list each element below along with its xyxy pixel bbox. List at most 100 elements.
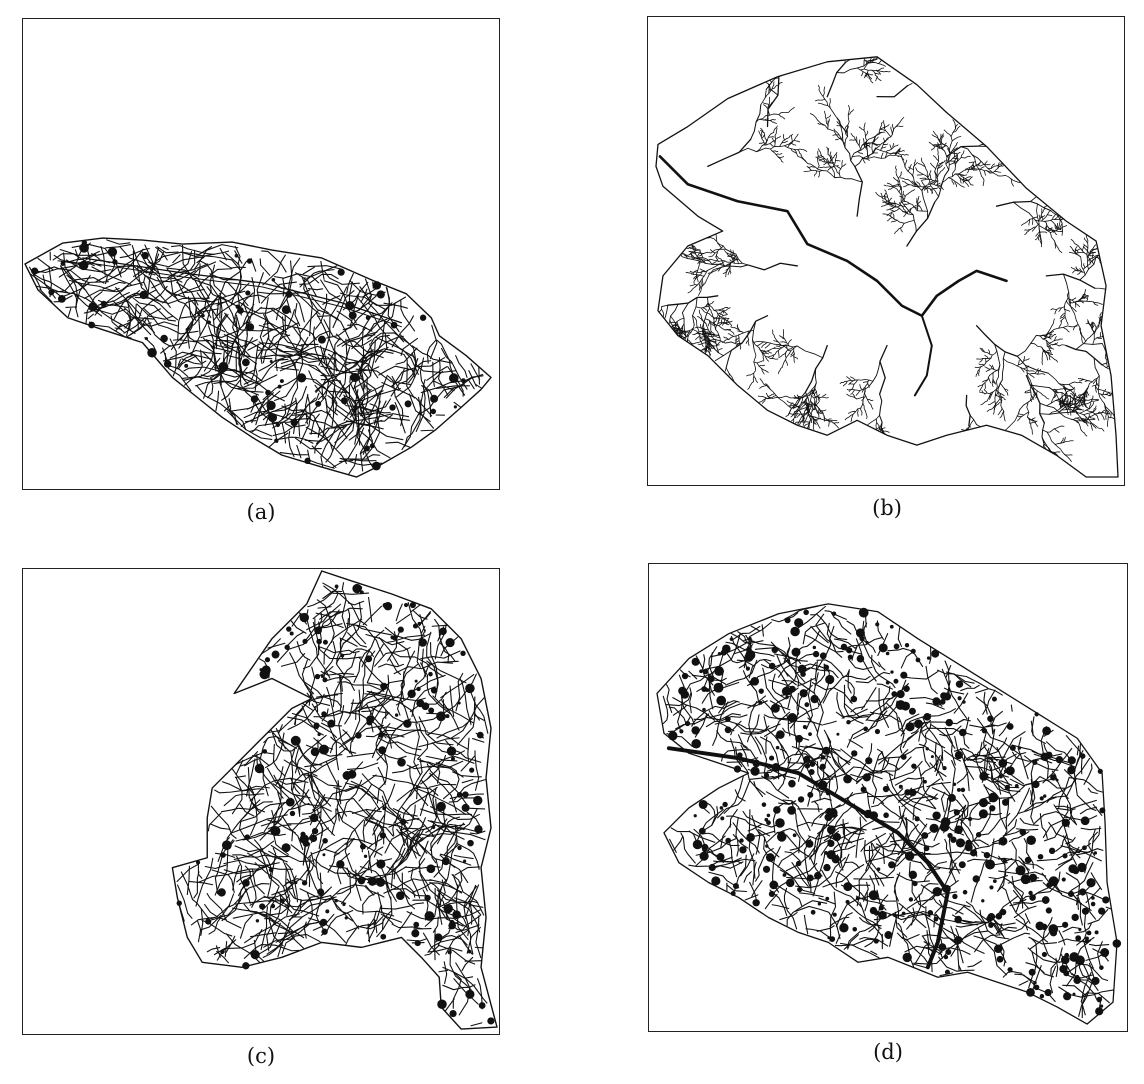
stream [858, 139, 861, 147]
road-segment [53, 250, 100, 263]
road-segment [223, 793, 265, 807]
road-segment [311, 703, 343, 727]
stream [881, 152, 884, 159]
road-segment [124, 303, 137, 329]
stream [1029, 421, 1037, 424]
dense-cluster [905, 722, 915, 732]
road-segment [114, 327, 123, 330]
road-segment [339, 637, 358, 647]
road-segment [708, 871, 740, 889]
stream [986, 407, 994, 412]
dense-cluster [1102, 896, 1110, 904]
road-segment [235, 832, 286, 842]
dense-cluster [184, 363, 189, 368]
road-segment [846, 727, 866, 748]
stream [787, 141, 794, 148]
stream [951, 178, 955, 185]
road-segment [301, 276, 313, 337]
dense-cluster [1095, 1007, 1104, 1016]
stream [708, 265, 727, 276]
stream [1043, 349, 1053, 358]
road-segment [1023, 755, 1059, 771]
stream [682, 253, 686, 255]
dense-cluster [1028, 873, 1038, 882]
stream [954, 173, 964, 182]
stream [686, 245, 695, 250]
stream [674, 323, 685, 332]
stream [803, 402, 810, 418]
road-segment [272, 743, 286, 777]
road-segment [169, 338, 177, 369]
dense-cluster [1002, 858, 1007, 863]
dense-cluster [705, 688, 710, 693]
dense-cluster [342, 902, 346, 907]
dense-cluster [1086, 878, 1096, 888]
road-segment [848, 739, 864, 749]
dense-cluster [378, 746, 387, 755]
stream [771, 81, 775, 90]
stream [701, 274, 710, 287]
stream [1067, 388, 1083, 400]
road-segment [1020, 885, 1054, 902]
road-segment [1070, 862, 1094, 892]
road-segment [804, 838, 812, 894]
road-segment [773, 653, 802, 665]
road-segment [193, 297, 226, 333]
stream [993, 398, 1001, 408]
road-segment [239, 803, 255, 817]
dense-cluster [960, 787, 966, 793]
road-segment [904, 795, 937, 810]
stream [1063, 308, 1071, 312]
stream [939, 167, 946, 174]
stream [853, 396, 865, 400]
road-segment [1088, 828, 1096, 857]
stream [856, 67, 873, 71]
stream [867, 73, 874, 76]
stream [725, 248, 749, 266]
dense-cluster [819, 763, 826, 770]
road-segment [409, 765, 429, 807]
stream [878, 344, 888, 395]
road-segment [864, 916, 880, 948]
stream [1030, 342, 1045, 351]
road-segment [1010, 704, 1013, 712]
road-segment [798, 892, 824, 898]
dense-cluster [863, 726, 869, 732]
stream [702, 331, 710, 341]
stream [899, 195, 906, 202]
dense-cluster [1075, 974, 1080, 980]
stream [868, 78, 874, 84]
stream [816, 411, 820, 418]
road-segment [289, 652, 315, 695]
road-segment [362, 605, 383, 626]
stream [907, 83, 913, 87]
dense-cluster [1091, 896, 1095, 900]
stream [1030, 393, 1033, 402]
dense-cluster [862, 773, 871, 782]
dense-cluster [268, 413, 278, 423]
road-segment [426, 366, 448, 381]
stream [916, 181, 921, 187]
stream [819, 160, 826, 163]
road-segment [232, 292, 254, 339]
road-segment [207, 376, 214, 399]
road-segment [850, 706, 866, 713]
stream [1083, 252, 1095, 265]
stream [846, 376, 852, 381]
road-segment [290, 409, 331, 416]
road-segment [242, 824, 292, 841]
stream [863, 129, 868, 141]
road-segment [200, 369, 227, 378]
dense-cluster [176, 900, 182, 906]
dense-cluster [991, 696, 997, 702]
stream [1101, 364, 1107, 368]
stream [760, 82, 772, 106]
road-segment [869, 711, 900, 723]
road-segment [436, 761, 441, 784]
dense-cluster [322, 677, 328, 683]
stream [726, 320, 733, 324]
stream [1067, 325, 1078, 328]
dense-cluster [878, 643, 888, 653]
road-segment [235, 751, 275, 766]
stream [726, 262, 731, 272]
